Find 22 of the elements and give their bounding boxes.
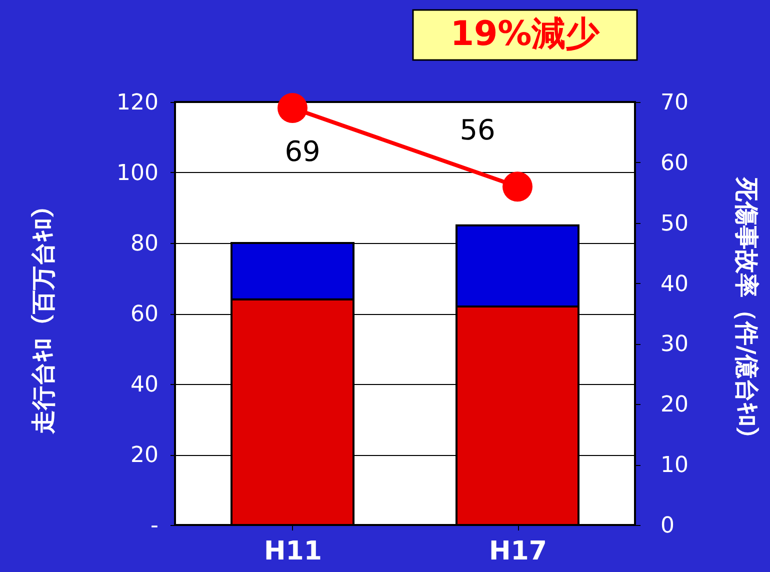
text: 19%減少 [450,14,601,54]
y2-tick-label: 40 [660,272,688,297]
y2-tick-label: 10 [660,453,688,478]
y-tick-label: 120 [116,90,158,116]
x-tick-label: H17 [489,536,547,566]
y-tick-label: 40 [130,372,158,398]
y-tick-label: - [150,514,158,538]
y-tick-label: 20 [130,443,158,468]
y-tick-label: 80 [130,232,158,256]
y-tick-label: 60 [130,302,158,327]
y2-tick-label: 60 [660,150,688,176]
y2-tick-label: 50 [660,211,688,236]
data-label: 56 [460,114,496,147]
y2-tick-label: 20 [660,392,688,418]
y2-axis-title: 死傷事故率（件/億台ｷﾛ） [732,176,760,450]
y-tick-label: 100 [116,161,158,186]
y2-tick-label: 70 [660,90,688,116]
x-tick-label: H11 [264,536,322,566]
y2-tick-label: 0 [660,514,674,538]
y-axis-title: 走行台ｷﾛ（百万台ｷﾛ） [30,194,58,435]
data-label: 69 [284,135,320,168]
y2-tick-label: 30 [660,332,688,358]
